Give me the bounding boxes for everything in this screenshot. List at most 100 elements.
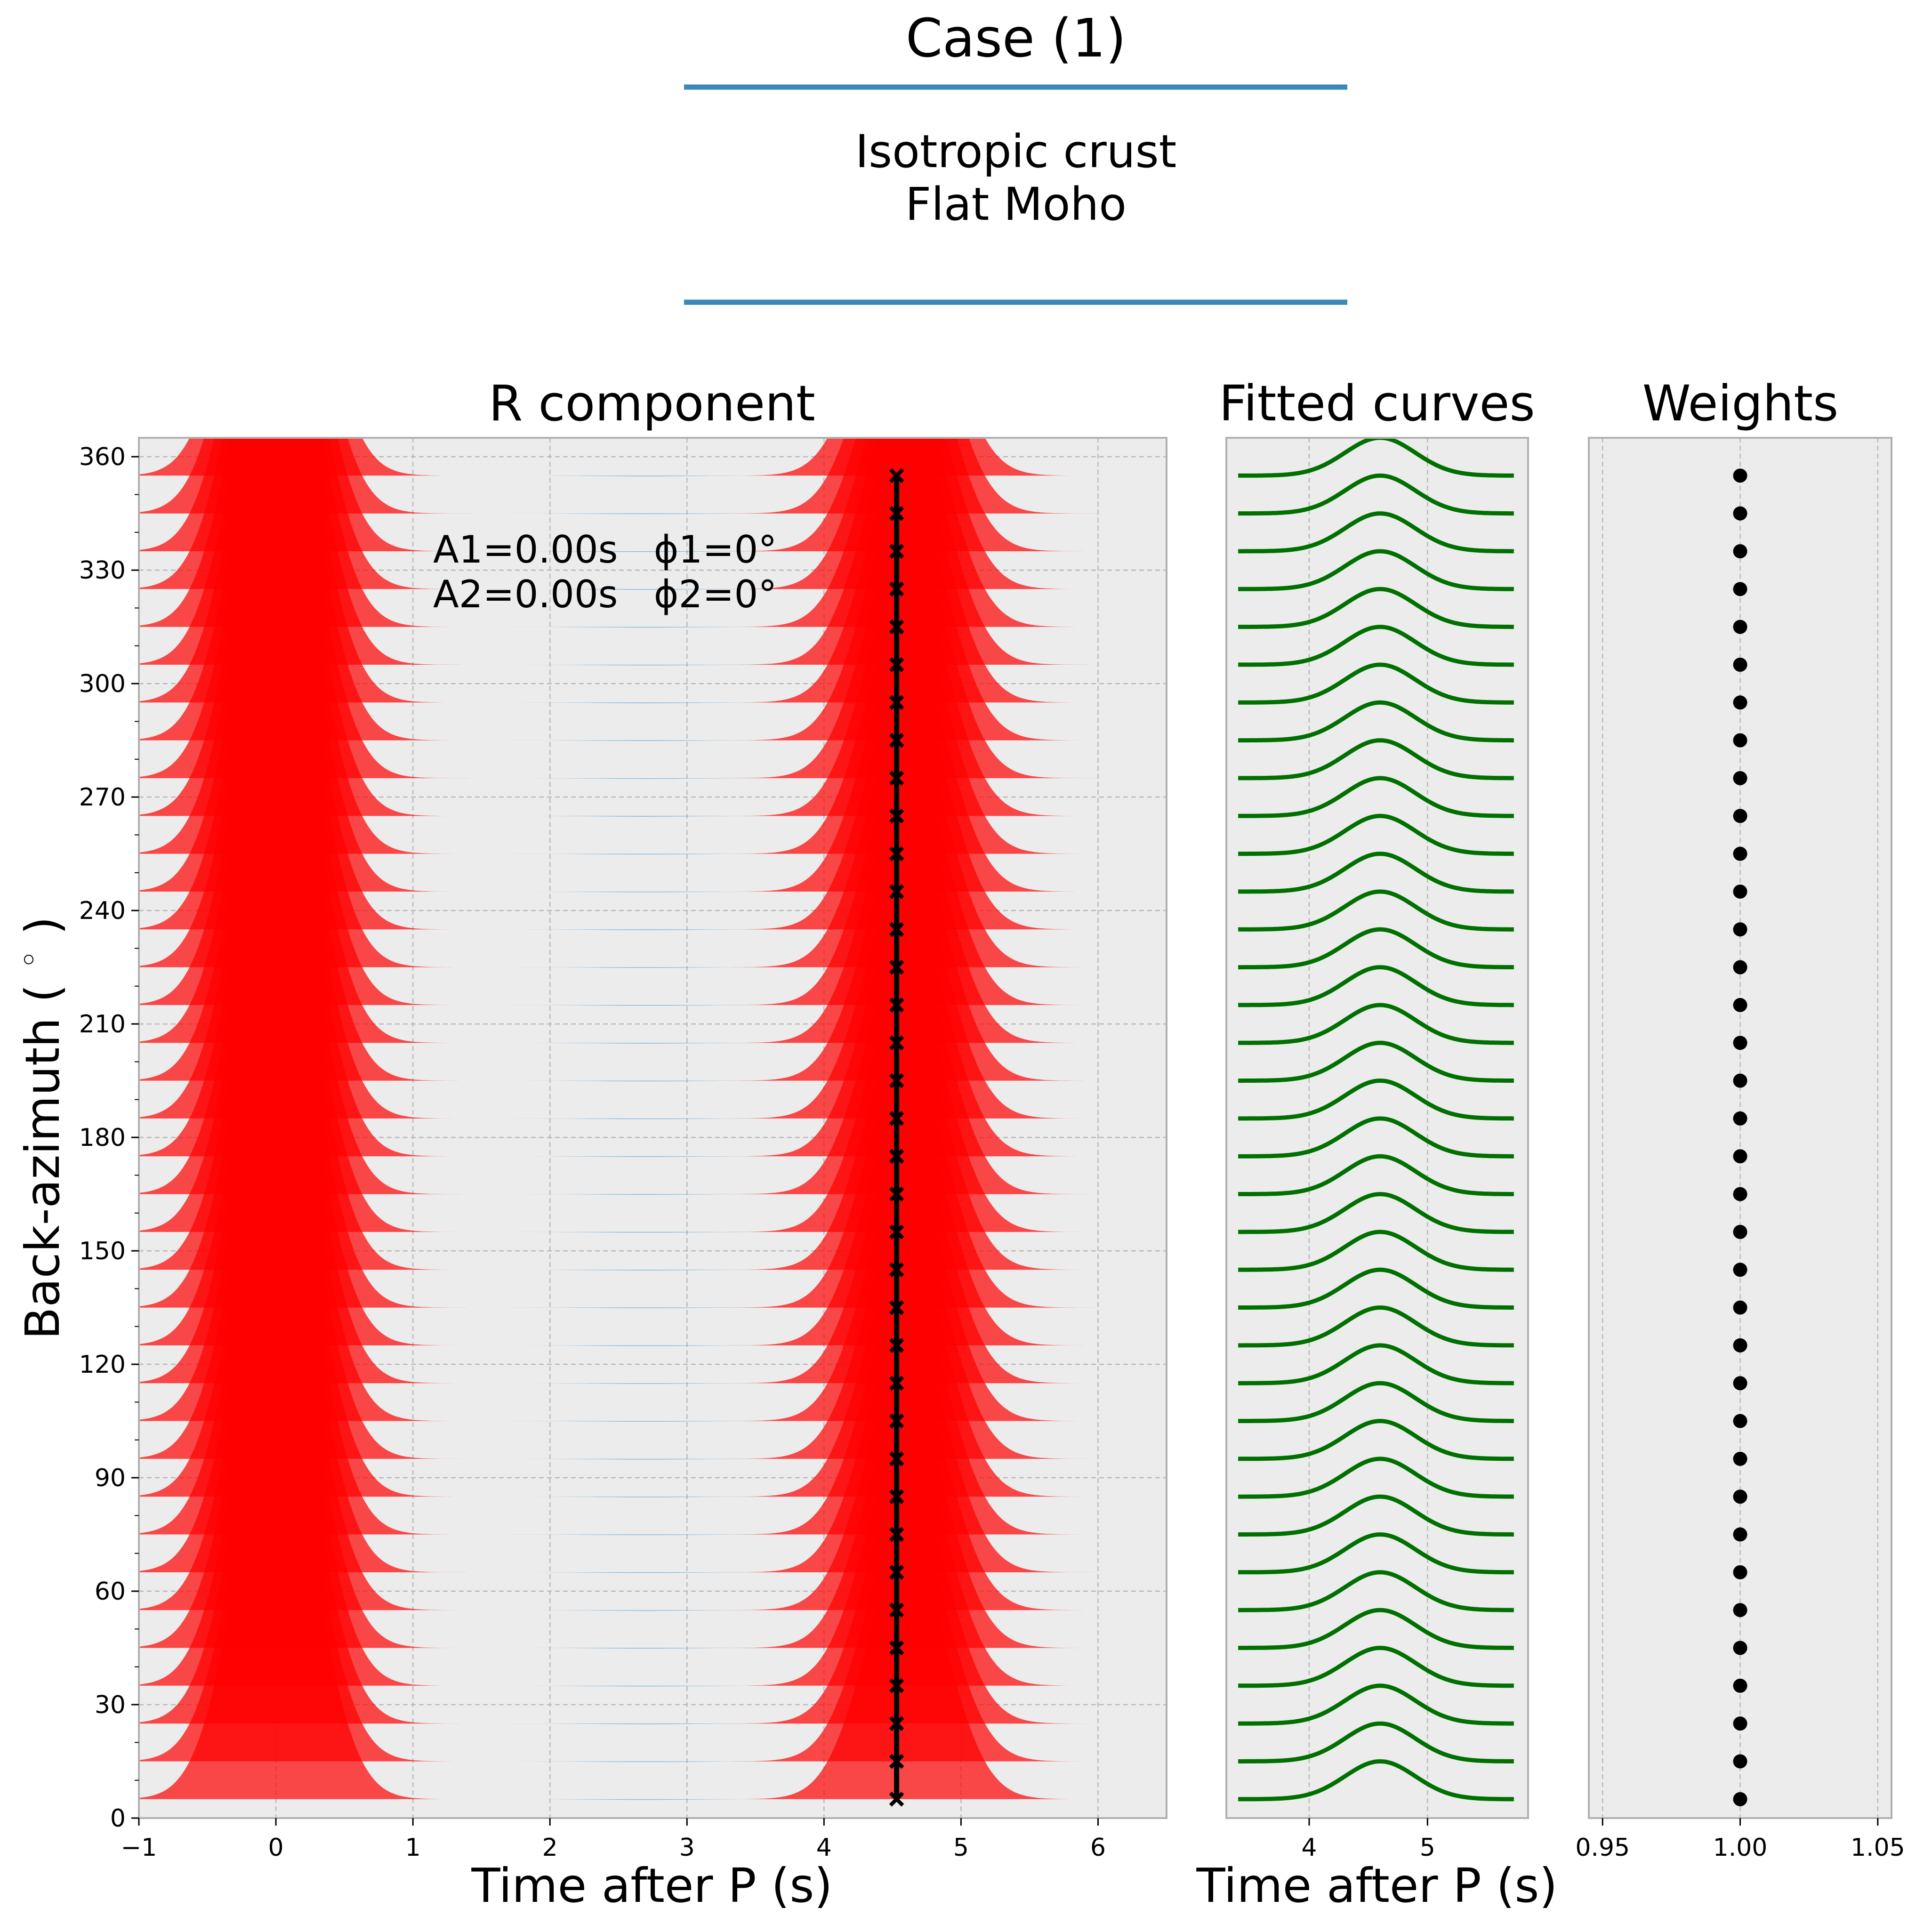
fitted-curve (1238, 1079, 1514, 1121)
r-trace (139, 438, 1153, 476)
r-picks (889, 468, 904, 1807)
pick-marker (889, 1602, 904, 1618)
r-ytick-label: 210 (79, 1010, 126, 1038)
r-xtick-label: 5 (953, 1834, 969, 1862)
weight-point (1733, 998, 1747, 1012)
fitted-curve (1238, 1192, 1514, 1234)
weight-point (1733, 695, 1747, 710)
r-xtick-label: 2 (542, 1834, 558, 1862)
r-trace-negative (508, 1156, 769, 1157)
weight-point (1733, 733, 1747, 748)
fitted-curve (1238, 1305, 1514, 1348)
weight-point (1733, 468, 1747, 483)
fitted-curve (1238, 1230, 1514, 1272)
fitted-curve (1238, 549, 1514, 591)
pick-marker (889, 1754, 904, 1769)
weight-point (1733, 1263, 1747, 1277)
pick-marker (889, 1111, 904, 1126)
r-ytick-label: 90 (95, 1464, 126, 1492)
pick-marker (889, 1413, 904, 1429)
pick-marker (889, 544, 904, 559)
weight-point (1733, 922, 1747, 937)
r-xtick-label: 3 (679, 1834, 695, 1862)
annotation-a2: A2=0.00s ϕ2=0° (433, 572, 777, 616)
pick-marker (889, 1678, 904, 1693)
pick-marker (889, 884, 904, 899)
fitted-curve (1238, 1457, 1514, 1499)
weight-point (1733, 1073, 1747, 1088)
subtitle-line-1: Isotropic crust (855, 125, 1176, 178)
fitted-curve (1238, 738, 1514, 781)
r-ytick-label: 330 (79, 556, 126, 585)
r-trace-negative (508, 1421, 769, 1422)
pick-marker (889, 1527, 904, 1542)
pick-marker (889, 1376, 904, 1391)
fitted-curve (1238, 1040, 1514, 1083)
pick-marker (889, 1640, 904, 1656)
r-ylabel: Back-azimuth ( ◦ ) (10, 917, 70, 1340)
r-trace-positive (660, 438, 1153, 476)
r-trace-negative (508, 1723, 769, 1724)
weight-point (1733, 1489, 1747, 1504)
pick-marker (889, 1716, 904, 1731)
weight-point (1733, 582, 1747, 596)
r-xtick-label: 0 (268, 1834, 284, 1862)
pick-marker (889, 695, 904, 710)
fitted-curve (1238, 1645, 1514, 1688)
fitted-curve (1238, 473, 1514, 516)
r-ytick-label: 120 (79, 1351, 126, 1379)
weight-point (1733, 809, 1747, 823)
pick-marker (889, 1224, 904, 1240)
r-plot-frame (138, 437, 1167, 1819)
pick-marker (889, 581, 904, 597)
weight-point (1733, 1678, 1747, 1693)
fitted-curve (1238, 965, 1514, 1007)
fitted-plot-area (1226, 438, 1528, 1818)
weight-point (1733, 1603, 1747, 1618)
r-trace-negative (508, 967, 769, 968)
weights-panel-title: Weights (1642, 375, 1839, 432)
r-ytick-label: 0 (110, 1804, 126, 1833)
r-ytick-label: 360 (79, 443, 126, 471)
fitted-curve (1238, 625, 1514, 667)
fitted-curve (1238, 813, 1514, 856)
fitted-curve (1238, 1570, 1514, 1612)
fitted-curve (1238, 1267, 1514, 1310)
pick-marker (889, 771, 904, 786)
r-trace-negative (508, 702, 769, 703)
pick-marker (889, 1300, 904, 1315)
weight-point (1733, 1338, 1747, 1352)
weight-point (1733, 1641, 1747, 1655)
r-trace-negative (508, 1345, 769, 1346)
r-xtick-label: −1 (121, 1834, 157, 1862)
r-trace-positive (660, 438, 1153, 514)
weight-point (1733, 1224, 1747, 1239)
r-ytick-label: 300 (79, 670, 126, 698)
r-ticks: −1 0 1 2 3 4 5 60306090120150180210240270300330… (79, 443, 1106, 1862)
w-xtick-label: 1.05 (1851, 1834, 1905, 1862)
weights-grid (1602, 438, 1879, 1818)
weight-point (1733, 884, 1747, 899)
weight-point (1733, 1111, 1747, 1126)
w-xtick-label: 1.00 (1713, 1834, 1768, 1862)
fitted-xlabel: Time after P (s) (1196, 1858, 1557, 1913)
fitted-plot-frame (1225, 437, 1529, 1819)
fitted-curve (1238, 1154, 1514, 1197)
pick-marker (889, 1338, 904, 1353)
r-trace-negative (508, 1648, 769, 1649)
fitted-curve (1238, 927, 1514, 970)
pick-marker (889, 1186, 904, 1202)
weight-point (1733, 1300, 1747, 1315)
fitted-curve (1238, 1003, 1514, 1045)
weight-point (1733, 544, 1747, 558)
weight-point (1733, 960, 1747, 974)
fitted-curve (1238, 511, 1514, 554)
fitted-curve (1238, 1418, 1514, 1461)
r-traces (139, 438, 1153, 1800)
pick-marker (889, 1262, 904, 1278)
f-xtick-label: 5 (1420, 1834, 1435, 1862)
r-ytick-label: 30 (95, 1691, 126, 1719)
weight-point (1733, 1149, 1747, 1164)
fitted-curve (1238, 776, 1514, 818)
